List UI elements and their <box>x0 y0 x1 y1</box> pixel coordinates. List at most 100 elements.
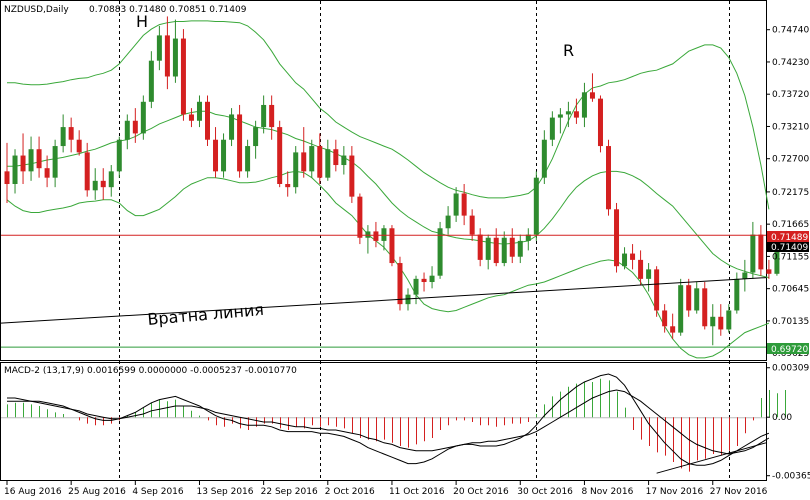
candle-body <box>44 168 50 178</box>
candle-body <box>702 288 708 327</box>
bollinger-upper-line <box>7 20 770 210</box>
price-tick-label: 0.74740 <box>772 26 809 36</box>
candle-body <box>638 259 644 279</box>
current-price-tag-text: 0.71489 <box>771 233 808 243</box>
candle-body <box>28 149 34 172</box>
price-tick-label: 0.73210 <box>772 122 809 132</box>
candle-body <box>533 177 539 235</box>
candle-body <box>229 114 235 140</box>
macd-header: MACD-2 (13,17,9) 0.0016599 0.0000000 -0.… <box>4 366 297 376</box>
bollinger-lower-line <box>6 170 770 359</box>
macd-tick-label: -0.003656 <box>772 472 810 482</box>
candle-body <box>654 269 660 311</box>
candle-body <box>541 139 547 178</box>
candle-body <box>381 228 387 241</box>
candle-body <box>726 310 732 330</box>
candle-body <box>148 60 154 102</box>
candle-body <box>309 146 315 172</box>
candle-body <box>517 240 523 257</box>
candle-body <box>437 228 443 276</box>
candle-body <box>124 120 130 140</box>
candle-body <box>686 285 692 311</box>
candle-body <box>750 234 756 273</box>
price-tick-label: 0.72700 <box>772 155 809 165</box>
candle-body <box>622 253 628 267</box>
candle-body <box>108 171 114 188</box>
candle-body <box>742 272 748 279</box>
price-tick-label: 0.71665 <box>772 220 809 230</box>
candle-body <box>678 285 684 333</box>
candle-body <box>397 263 403 305</box>
macd-trendline <box>656 442 767 474</box>
candle-body <box>766 269 772 274</box>
candle-body <box>501 237 507 264</box>
candle-body <box>469 215 475 235</box>
candle-body <box>84 152 90 191</box>
levels-layer <box>0 234 767 348</box>
price-tick-label: 0.69625 <box>772 349 809 359</box>
candle-body <box>253 127 259 147</box>
price-tick-label: 0.71155 <box>772 252 809 262</box>
candle-body <box>20 155 26 172</box>
candle-body <box>36 149 42 169</box>
candle-body <box>301 152 307 172</box>
candle-body <box>317 146 323 178</box>
time-tick-label: 13 Sep 2016 <box>196 487 253 497</box>
grid-layer <box>1 1 766 480</box>
candle-body <box>630 253 636 260</box>
symbol-label: NZDUSD,Daily <box>4 5 69 15</box>
candle-body <box>164 35 170 77</box>
candle-body <box>670 326 676 333</box>
candle-body <box>205 101 210 140</box>
candle-body <box>565 111 571 115</box>
candle-body <box>614 209 620 267</box>
candle-body <box>718 316 724 330</box>
candle-body <box>60 127 66 147</box>
price-tick-label: 0.70135 <box>772 317 809 327</box>
candle-body <box>509 237 515 257</box>
candle-body <box>4 171 10 184</box>
candle-body <box>429 275 435 283</box>
candle-body <box>413 278 419 295</box>
time-tick-label: 4 Sep 2016 <box>132 487 184 497</box>
low-price-tag <box>767 343 809 354</box>
candle-body <box>68 127 74 140</box>
candle-body <box>453 193 459 216</box>
candle-body <box>405 294 411 305</box>
candle-body <box>445 215 451 229</box>
candle-body <box>196 101 202 121</box>
candle-body <box>581 92 587 118</box>
candle-body <box>694 288 700 311</box>
candle-body <box>357 196 363 238</box>
candle-body <box>245 146 251 172</box>
candle-body <box>221 139 227 172</box>
time-tick-label: 2 Oct 2016 <box>325 487 375 497</box>
time-tick-label: 17 Nov 2016 <box>646 487 704 497</box>
candle-body <box>269 104 275 128</box>
time-tick-label: 20 Oct 2016 <box>453 487 509 497</box>
time-tick-label: 22 Sep 2016 <box>261 487 318 497</box>
candle-body <box>606 146 611 210</box>
bollinger-middle-line <box>7 110 770 279</box>
macd-signal-line <box>7 389 770 455</box>
candle-body <box>12 155 18 184</box>
candle-body <box>285 184 291 188</box>
candle-body <box>261 104 267 128</box>
candle-body <box>589 92 595 99</box>
candle-body <box>774 240 780 274</box>
candle-body <box>277 127 283 184</box>
candle-body <box>116 139 122 172</box>
candle-body <box>180 38 186 115</box>
candle-body <box>597 98 603 147</box>
candle-body <box>493 237 499 264</box>
candle-body <box>341 155 347 166</box>
candle-body <box>132 120 138 134</box>
price-tick-label: 0.74230 <box>772 58 809 68</box>
candle-body <box>477 234 483 260</box>
bid-price-tag <box>767 242 809 252</box>
candle-body <box>213 139 219 172</box>
macd-tick-label: 0.00 <box>772 413 792 423</box>
head-label: H <box>136 12 148 31</box>
